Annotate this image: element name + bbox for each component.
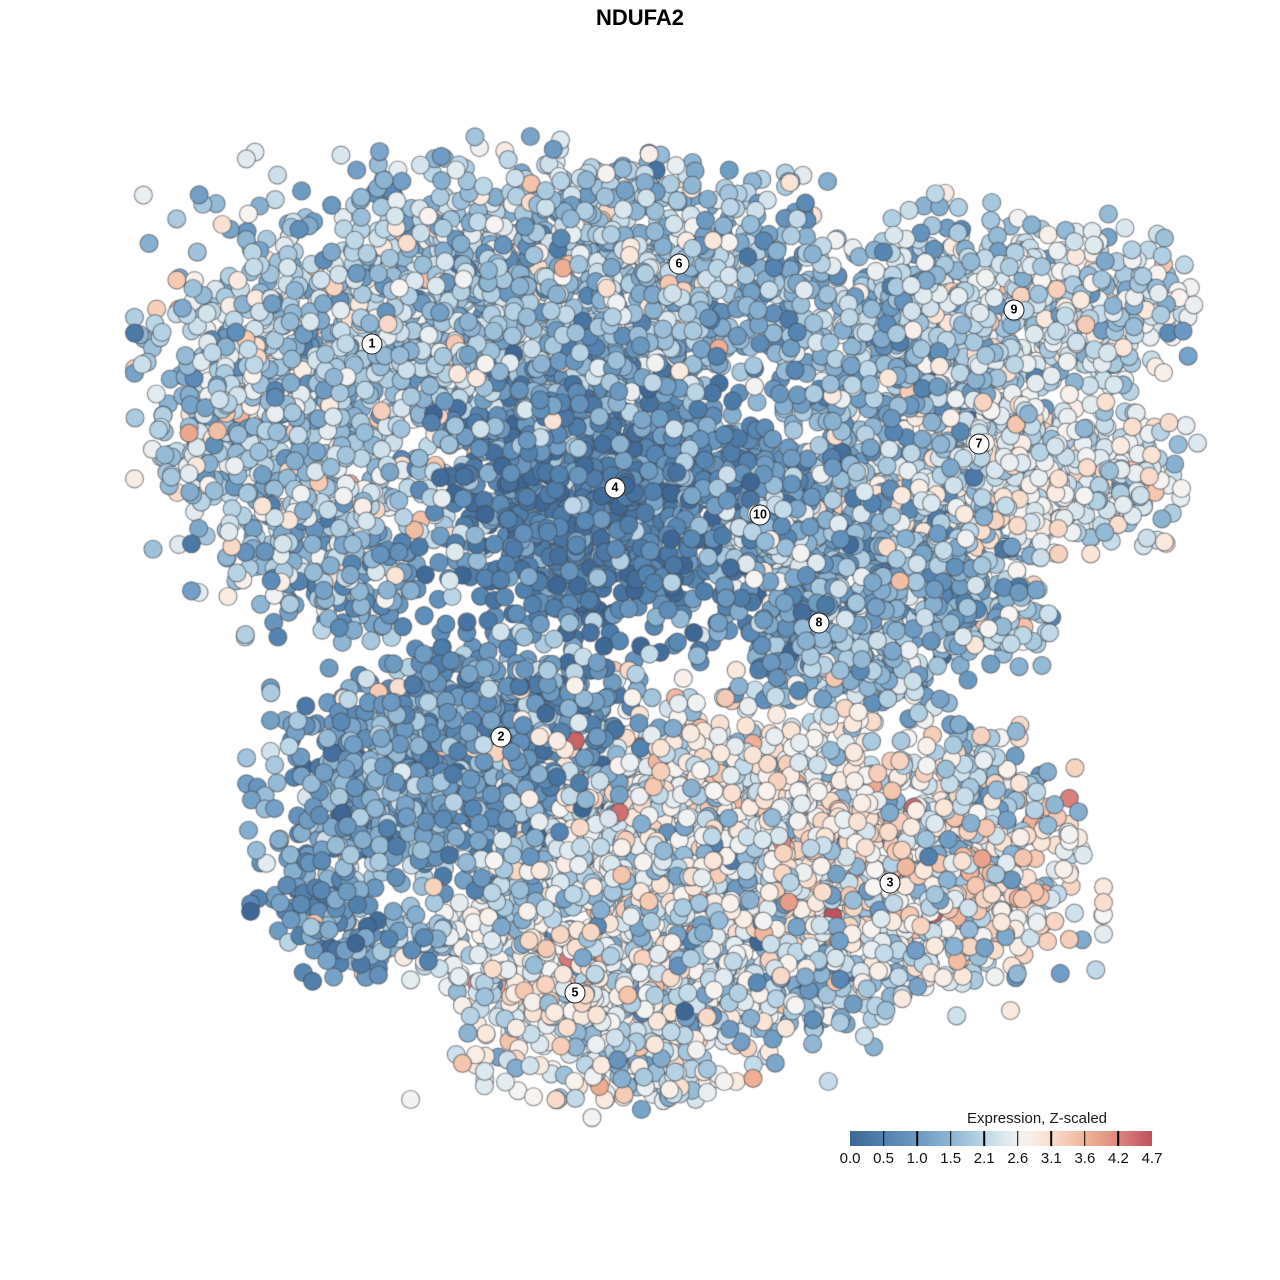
legend-tick-label: 3.6: [1074, 1150, 1096, 1167]
legend-tickmark: [1117, 1131, 1120, 1146]
legend-tick-labels: 0.0 0.5 1.0 1.5 2.1 2.6 3.1 3.6 4.2 4.7: [840, 1150, 1163, 1167]
cluster-label-10: 10: [749, 504, 771, 526]
legend-tick-label: 1.5: [940, 1150, 962, 1167]
legend-tick-label: 2.1: [973, 1150, 995, 1167]
legend-title: Expression, Z-scaled: [966, 1110, 1108, 1127]
cluster-label-4: 4: [604, 477, 626, 499]
legend-tickmark: [949, 1131, 952, 1146]
cluster-label-3: 3: [879, 872, 901, 894]
legend-tickmark: [1050, 1131, 1053, 1146]
cluster-label-8: 8: [808, 612, 830, 634]
legend-tickmark: [916, 1131, 918, 1146]
legend-colorbar: [850, 1131, 1152, 1146]
legend-tickmark: [1016, 1131, 1019, 1146]
cluster-label-9: 9: [1003, 299, 1025, 321]
legend-tick-label: 3.1: [1040, 1150, 1062, 1167]
legend-tick-label: 2.6: [1007, 1150, 1029, 1167]
legend-tick-label: 4.2: [1108, 1150, 1129, 1167]
cluster-label-6: 6: [668, 253, 690, 275]
cluster-label-7: 7: [968, 433, 990, 455]
legend-tick-label: 0.0: [839, 1150, 861, 1167]
legend-tick-label: 0.5: [873, 1150, 894, 1167]
cluster-label-2: 2: [490, 726, 512, 748]
legend-tick-label: 1.0: [906, 1150, 928, 1167]
legend-tickmark: [1084, 1131, 1086, 1146]
legend-tick-label: 4.7: [1141, 1150, 1163, 1167]
cluster-label-1: 1: [361, 333, 383, 355]
cluster-label-5: 5: [564, 982, 586, 1004]
legend-tickmark: [882, 1131, 885, 1146]
legend-tickmark: [983, 1131, 986, 1146]
